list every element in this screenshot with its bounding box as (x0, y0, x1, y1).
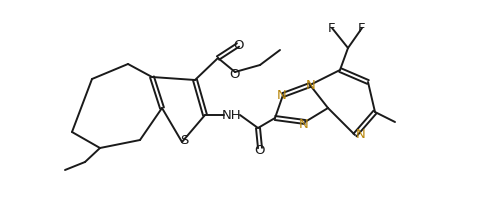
Text: N: N (299, 117, 308, 130)
Text: S: S (180, 134, 188, 147)
Text: F: F (327, 21, 335, 34)
Text: N: N (276, 88, 286, 101)
Text: N: N (355, 128, 365, 141)
Text: F: F (358, 21, 365, 34)
Text: N: N (305, 78, 315, 91)
Text: NH: NH (222, 109, 241, 122)
Text: O: O (254, 143, 264, 156)
Text: O: O (233, 38, 244, 51)
Text: O: O (229, 68, 240, 81)
